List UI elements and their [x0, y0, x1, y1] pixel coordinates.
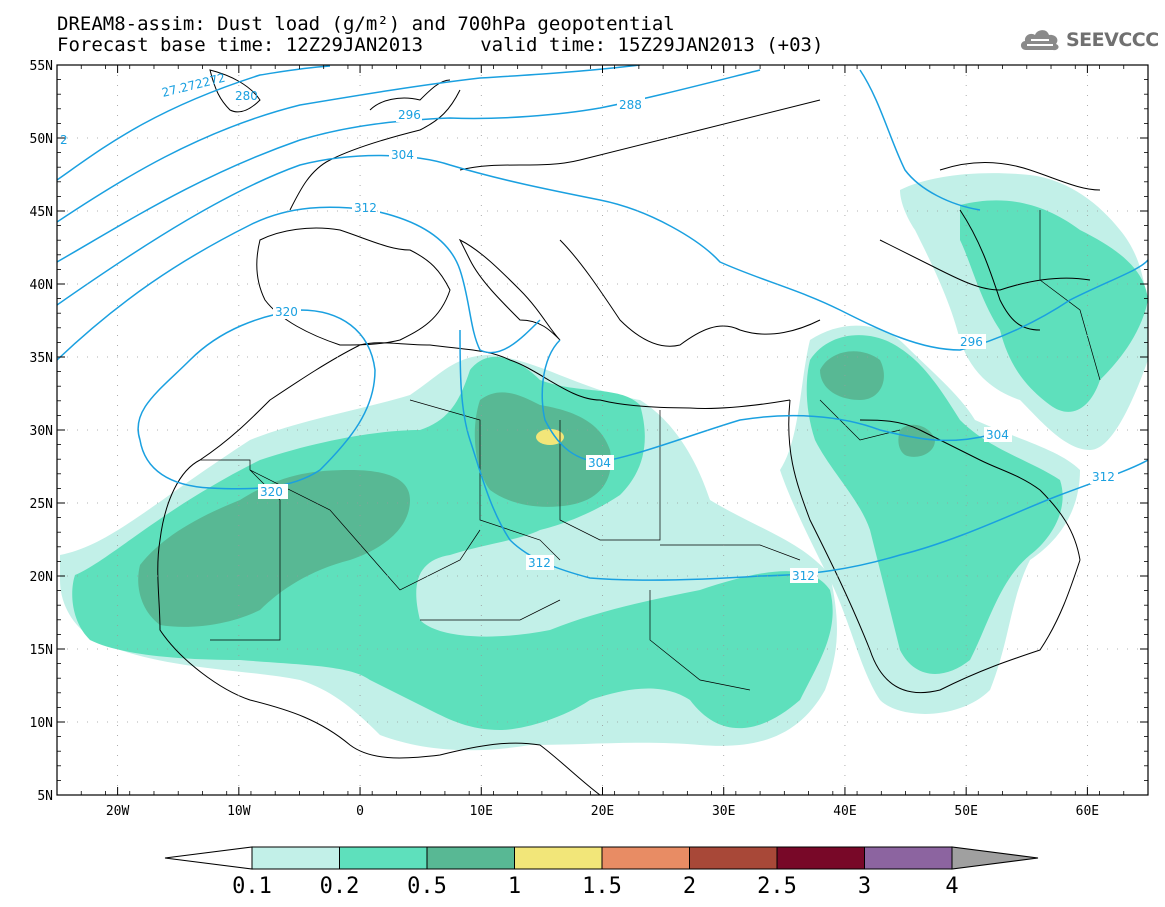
logo-text: SEEVCCC: [1066, 29, 1159, 51]
latitude-labels: 55N 50N 45N 40N 35N 30N 25N 20N 15N 10N 5N: [30, 59, 53, 804]
longitude-labels: 20W 10W 0 10E 20E 30E 40E 50E 60E: [106, 804, 1099, 819]
lat-label: 10N: [30, 716, 53, 731]
contour-label: 304: [588, 456, 611, 470]
lon-label: 20E: [591, 804, 614, 819]
colorbar-label: 2: [683, 874, 696, 899]
geopotential-contours: [57, 65, 1148, 581]
contour-label: 296: [960, 335, 983, 349]
lon-label: 10W: [227, 804, 251, 819]
graticule: [56, 64, 1149, 796]
contour-label: 320: [275, 305, 298, 319]
contour-label: 304: [391, 148, 414, 162]
lon-label: 40E: [833, 804, 856, 819]
dust-layer-1.0: [536, 429, 564, 445]
seevccc-logo: SEEVCCC: [1018, 24, 1159, 56]
colorbar-max-triangle: [951, 846, 1039, 870]
contour-label: 2: [60, 133, 68, 147]
lat-label: 45N: [30, 205, 53, 220]
colorbar-label: 3: [858, 874, 871, 899]
contour-label: 296: [398, 108, 421, 122]
colorbar-swatch: [514, 846, 603, 870]
contour-label: 312: [354, 201, 377, 215]
colorbar-swatch: [339, 846, 428, 870]
colorbar-label: 0.2: [320, 874, 360, 899]
lon-label: 10E: [470, 804, 493, 819]
map-subtitle: Forecast base time: 12Z29JAN2013 valid t…: [57, 34, 824, 56]
contour-label: 27.272272: [160, 71, 226, 100]
lat-label: 15N: [30, 643, 53, 658]
lat-label: 5N: [37, 789, 53, 804]
colorbar-min-triangle: [164, 846, 253, 870]
contour-label: 304: [986, 428, 1009, 442]
lon-label: 0: [356, 804, 364, 819]
colorbar-swatch: [776, 846, 865, 870]
contour-label: 288: [619, 98, 642, 112]
colorbar-label: 2.5: [757, 874, 797, 899]
colorbar-swatch: [601, 846, 690, 870]
contour-label: 312: [528, 556, 551, 570]
lon-label: 50E: [954, 804, 977, 819]
contour-label: 280: [235, 89, 258, 103]
lon-label: 60E: [1076, 804, 1099, 819]
lon-label: 30E: [712, 804, 735, 819]
colorbar-swatch: [426, 846, 515, 870]
colorbar-label: 0.1: [232, 874, 272, 899]
lon-label: 20W: [106, 804, 130, 819]
map-title: DREAM8-assim: Dust load (g/m²) and 700hP…: [57, 13, 675, 35]
lat-label: 25N: [30, 497, 53, 512]
colorbar-swatch: [251, 846, 340, 870]
colorbar-swatch: [864, 846, 953, 870]
map-plot: 27.272272 280 288 296 304 312 320 2 296 …: [57, 65, 1148, 795]
contour-label: 320: [260, 485, 283, 499]
colorbar-label: 1.5: [582, 874, 622, 899]
colorbar-swatch: [689, 846, 778, 870]
lat-label: 30N: [30, 424, 53, 439]
contour-label: 312: [792, 569, 815, 583]
colorbar-label: 1: [508, 874, 521, 899]
lat-label: 40N: [30, 278, 53, 293]
colorbar-label: 4: [945, 874, 958, 899]
contour-label: 312: [1092, 470, 1115, 484]
dust-layer-0.5: [138, 351, 935, 627]
lat-label: 50N: [30, 132, 53, 147]
lat-label: 20N: [30, 570, 53, 585]
lat-label: 35N: [30, 351, 53, 366]
lat-label: 55N: [30, 59, 53, 74]
colorbar-label: 0.5: [407, 874, 447, 899]
cloud-icon: [1020, 30, 1059, 51]
colorbar: 0.1 0.2 0.5 1 1.5 2 2.5 3 4: [164, 846, 1039, 899]
